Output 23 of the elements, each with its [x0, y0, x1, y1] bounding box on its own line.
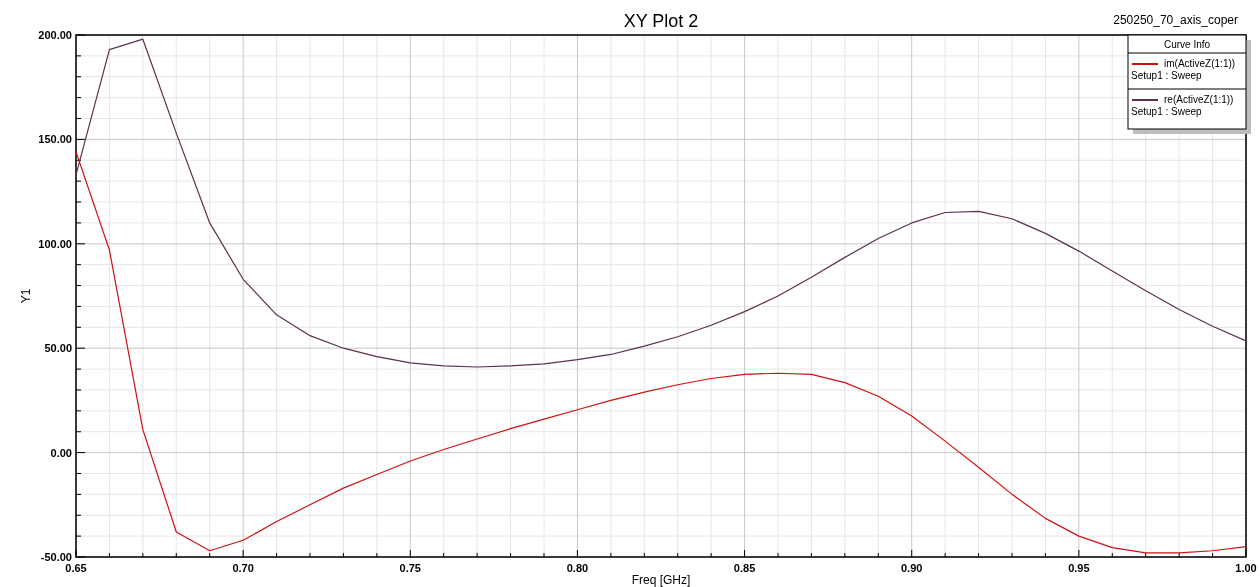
legend-title: Curve Info [1163, 39, 1211, 50]
y-tick-label: 0.00 [50, 446, 72, 459]
x-tick-label: 0.95 [1068, 562, 1090, 574]
legend-label: im(ActiveZ(1:1)) Setup1 : Sweep [1131, 58, 1236, 81]
line-series [75, 151, 1247, 554]
y-tick-label: 100.00 [38, 237, 72, 250]
x-tick-label: 0.75 [399, 562, 421, 574]
y-tick-label: 50.00 [44, 342, 72, 355]
x-tick-label: 0.70 [232, 562, 254, 574]
x-tick-label: 0.80 [566, 562, 589, 574]
x-axis-title: Freq [GHz] [631, 573, 691, 587]
text: 250250_70_axis_coper [1113, 13, 1238, 27]
y-tick-label: 150.00 [38, 133, 72, 146]
x-tick-label: 0.65 [65, 562, 87, 574]
x-tick-label: 1.00 [1235, 562, 1257, 574]
x-tick-label: 0.85 [733, 562, 756, 574]
y-axis-title: Y1 [19, 288, 33, 304]
chart-title: XY Plot 2 [623, 11, 699, 31]
y-tick-label: 200.00 [38, 29, 72, 41]
legend-label: re(ActiveZ(1:1)) Setup1 : Sweep [1131, 94, 1234, 117]
y-tick-label: -50.00 [40, 551, 72, 563]
line-series [75, 38, 1247, 368]
x-tick-label: 0.90 [901, 562, 923, 574]
